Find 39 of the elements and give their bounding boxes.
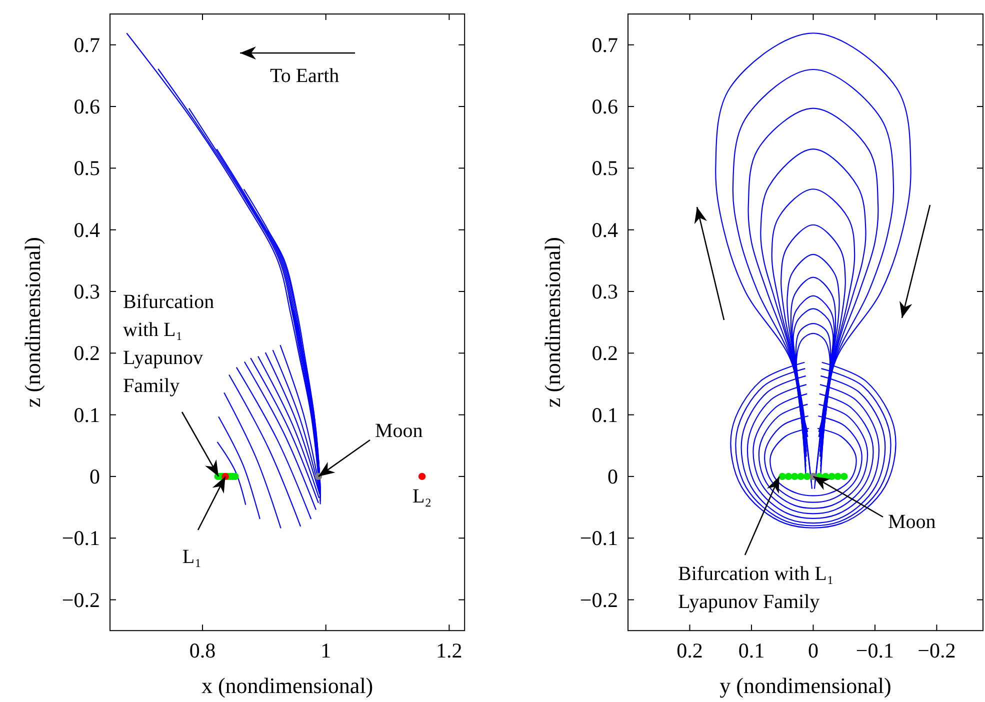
x-tick-label: 0	[808, 638, 818, 663]
annotation: L₁	[182, 546, 202, 568]
x-tick-label: 0.2	[676, 638, 703, 663]
y-tick-label: 0.6	[74, 94, 100, 118]
annotation: Bifurcation with L₁ Lyapunov Family	[123, 291, 214, 397]
x-tick-label: 1	[320, 638, 332, 663]
y-tick-label: 0.4	[592, 218, 618, 242]
y-axis-title: z (nondimensional)	[540, 237, 565, 408]
annotation: To Earth	[270, 65, 340, 87]
annotation: Bifurcation with L₁ Lyapunov Family	[678, 563, 834, 613]
x-tick-label: 0.1	[738, 638, 765, 663]
y-tick-label: 0.5	[592, 156, 618, 180]
annotation: Moon	[888, 511, 936, 533]
y-tick-label: 0.6	[592, 94, 618, 118]
y-tick-label: 0.5	[74, 156, 100, 180]
y-tick-label: 0.2	[592, 341, 618, 366]
x-tick-label: −0.2	[918, 638, 956, 663]
y-tick-label: 0.7	[592, 32, 618, 57]
x-tick-label: 0.8	[189, 638, 216, 663]
y-tick-label: 0	[90, 464, 100, 488]
y-tick-label: 0.7	[74, 32, 100, 57]
y-tick-label: 0.1	[592, 402, 618, 427]
y-tick-label: −0.2	[580, 588, 618, 612]
y-tick-label: 0.3	[74, 279, 100, 304]
y-tick-label: 0.3	[592, 279, 618, 304]
y-tick-label: −0.2	[62, 588, 100, 612]
x-tick-label: 1.2	[436, 638, 462, 663]
annotation: L₂	[412, 485, 432, 508]
x-axis-title: x (nondimensional)	[201, 673, 374, 698]
y-axis-title: z (nondimensional)	[20, 237, 45, 408]
x-axis-title: y (nondimensional)	[720, 673, 892, 698]
y-tick-label: −0.1	[62, 526, 100, 550]
y-tick-label: −0.1	[580, 526, 618, 550]
y-tick-label: 0.2	[74, 341, 100, 366]
y-tick-label: 0	[608, 464, 618, 488]
x-tick-label: −0.1	[856, 638, 894, 663]
y-tick-label: 0.4	[74, 218, 100, 242]
annotation: Moon	[375, 420, 423, 442]
y-tick-label: 0.1	[74, 402, 100, 427]
